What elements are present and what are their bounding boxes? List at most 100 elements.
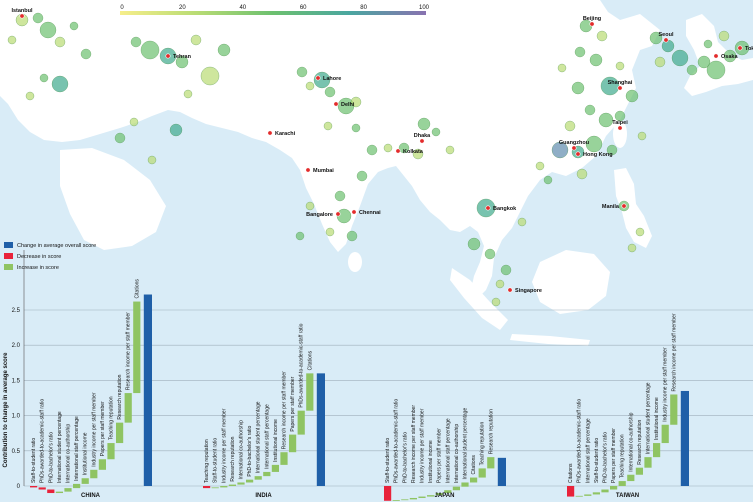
university-bubble — [217, 43, 231, 57]
waterfall-step-bar — [237, 482, 245, 485]
city-dot — [589, 21, 595, 27]
waterfall-step-bar — [55, 491, 63, 494]
waterfall-step-bar — [228, 484, 236, 486]
university-bubble — [39, 21, 57, 39]
university-bubble — [615, 61, 625, 71]
waterfall-step-bar — [254, 476, 262, 480]
waterfall-step-bar — [670, 394, 678, 425]
step-label: Institutional income — [83, 432, 89, 475]
city-label: Kolkata — [403, 149, 424, 155]
waterfall-step-bar — [116, 422, 124, 444]
total-change-bar — [143, 294, 152, 486]
university-bubble — [39, 73, 49, 83]
colorbar-tick-label: 100 — [419, 5, 430, 11]
university-bubble — [574, 46, 586, 58]
step-label: International student percentage — [463, 408, 469, 480]
y-tick-label: 0.5 — [12, 449, 21, 455]
country-label: TAIWAN — [616, 493, 639, 499]
university-bubble — [445, 145, 455, 155]
step-label: Teaching reputation — [480, 422, 486, 466]
city-dot — [617, 85, 623, 91]
university-bubble — [635, 227, 645, 237]
step-label: PhD-to-bachelor's ratio — [48, 432, 54, 483]
score-colorbar: 0 20 40 60 80 100 — [120, 5, 430, 15]
colorbar-gradient — [120, 11, 426, 15]
city-label: Hong Kong — [583, 152, 613, 158]
step-label: Research reputation — [488, 409, 494, 454]
waterfall-step-bar — [478, 468, 486, 478]
city-dot — [333, 101, 339, 107]
y-tick-label: 1.0 — [12, 414, 21, 420]
total-change-bar — [680, 390, 689, 486]
step-label: Industry income per staff member — [420, 408, 426, 483]
university-bubble — [543, 175, 553, 185]
city-label: Mumbai — [313, 168, 334, 174]
city-dot — [395, 148, 401, 154]
step-label: International student percentage — [256, 401, 262, 473]
city-label: Taipei — [612, 120, 628, 126]
city-label: Lahore — [323, 76, 341, 82]
step-label: Citations — [134, 279, 140, 299]
colorbar-tick-label: 60 — [300, 5, 307, 11]
step-label: Staff-to-student ratio — [385, 438, 391, 483]
waterfall-step-bar — [470, 477, 478, 483]
waterfall-step-bar — [98, 459, 106, 470]
y-tick-label: 2.0 — [12, 343, 21, 349]
waterfall-step-bar — [653, 443, 661, 458]
waterfall-step-bar — [444, 490, 452, 494]
university-bubble — [571, 81, 585, 95]
city-dot — [19, 13, 25, 19]
landmass-japan — [684, 14, 753, 96]
university-bubble — [323, 121, 333, 131]
university-bubble — [296, 66, 308, 78]
university-bubble — [140, 40, 160, 60]
city-label: Manila — [602, 204, 620, 210]
university-bubble — [431, 127, 441, 137]
university-bubble — [351, 123, 361, 133]
step-label: International student percentage — [57, 411, 63, 483]
university-bubble — [718, 30, 730, 42]
city-label: Tehran — [173, 54, 192, 60]
country-label: INDIA — [255, 493, 272, 499]
step-label: International staff percentage — [445, 418, 451, 483]
step-label: International co-authorship — [66, 424, 72, 483]
legend-label: Increase in score — [17, 265, 59, 271]
city-label: Osaka — [721, 54, 738, 60]
bar-labels: Staff-to-student ratio PhDs-awarded-to-ac… — [31, 279, 677, 483]
waterfall-step-bar — [627, 474, 635, 482]
university-bubble — [661, 39, 675, 53]
university-bubble — [305, 201, 315, 211]
university-bubble — [517, 217, 527, 227]
step-label: Citations — [568, 463, 574, 483]
university-bubble — [190, 34, 202, 46]
waterfall-step-bar — [635, 467, 643, 475]
step-label: PhDs-awarded-to-academic-staff ratio — [299, 323, 305, 407]
city-dot — [663, 37, 669, 43]
waterfall-step-bar — [124, 393, 132, 423]
university-bubble — [69, 21, 79, 31]
university-bubble — [366, 144, 378, 156]
step-label: Staff-to-student ratio — [213, 438, 219, 483]
waterfall-step-bar — [452, 486, 460, 491]
step-label: Teaching reputation — [204, 439, 210, 483]
step-label: Institutional income — [428, 440, 434, 483]
university-bubble — [467, 237, 481, 251]
university-bubble — [129, 117, 139, 127]
legend-label: Change in average overall score — [17, 243, 96, 249]
university-bubble — [383, 143, 393, 153]
step-label: International staff percentage — [585, 418, 591, 483]
university-bubble — [697, 55, 711, 69]
waterfall-step-bar — [384, 486, 392, 501]
city-dot — [575, 151, 581, 157]
waterfall-step-bar — [592, 492, 600, 495]
chart-legend: Change in average overall score Decrease … — [4, 242, 96, 271]
landmass-sumatra — [450, 268, 508, 330]
waterfall-step-bar — [487, 457, 495, 469]
city-dot — [351, 209, 357, 215]
university-bubble — [551, 141, 569, 159]
waterfall-step-bar — [461, 482, 469, 487]
step-label: PhDs-awarded-to-academic-staff ratio — [577, 399, 583, 483]
waterfall-step-bar — [81, 478, 89, 484]
